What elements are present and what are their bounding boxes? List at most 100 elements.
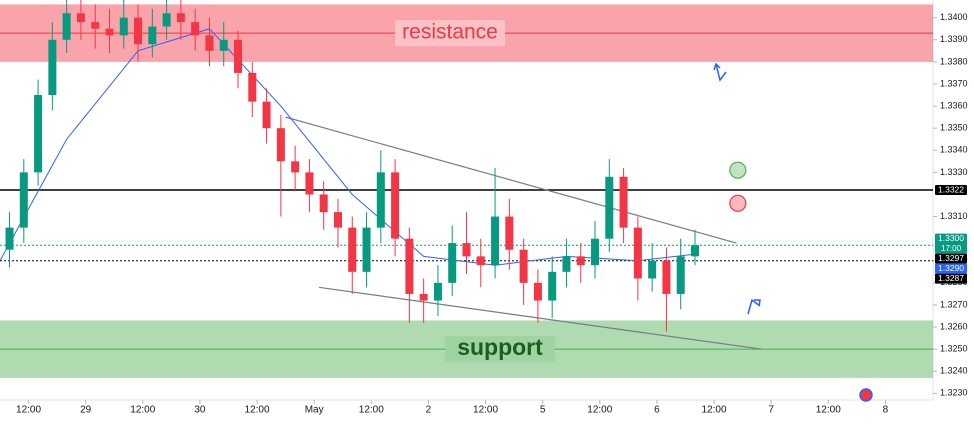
y-tick-label: 1.3380 xyxy=(940,56,968,66)
candle-body xyxy=(234,39,243,73)
candle-body xyxy=(362,227,371,272)
x-tick-label: 12:00 xyxy=(245,405,270,416)
candle-body xyxy=(219,39,228,51)
candle-body xyxy=(605,176,614,239)
x-tick-label: 12:00 xyxy=(359,405,384,416)
candle-body xyxy=(105,28,114,36)
trendline xyxy=(285,116,737,244)
candle-body xyxy=(119,17,128,36)
y-tick-label: 1.3360 xyxy=(940,100,968,110)
candle-body xyxy=(248,72,257,102)
x-tick-label: 29 xyxy=(80,405,92,416)
price-tag xyxy=(935,185,967,196)
candle-body xyxy=(462,243,471,257)
price-tag-label: 1.3300 xyxy=(938,233,964,243)
x-tick-label: 12:00 xyxy=(816,405,841,416)
x-tick-label: 12:00 xyxy=(130,405,155,416)
candle-body xyxy=(633,227,642,279)
y-tick-label: 1.3370 xyxy=(940,78,968,88)
plot: 1.32301.32401.32501.32601.32701.32801.32… xyxy=(0,0,968,416)
candle-body xyxy=(648,260,657,279)
candle-body xyxy=(205,35,214,51)
y-tick-label: 1.3350 xyxy=(940,123,968,133)
x-tick-label: 5 xyxy=(540,405,546,416)
candle-body xyxy=(519,249,528,283)
candle-body xyxy=(591,238,600,266)
x-tick-label: 12:00 xyxy=(702,405,727,416)
candle-body xyxy=(433,282,442,301)
candle-body xyxy=(76,13,85,23)
candle-body xyxy=(262,101,271,129)
candle-body xyxy=(405,238,414,294)
x-tick-label: 6 xyxy=(654,405,660,416)
trendline xyxy=(318,286,762,350)
arrow-icon xyxy=(747,298,761,315)
price-tag-label: 1.3290 xyxy=(938,263,964,273)
y-tick-label: 1.3310 xyxy=(940,211,968,221)
candle-body xyxy=(448,243,457,283)
x-tick-label: May xyxy=(305,405,324,416)
arrow-icon xyxy=(713,62,727,82)
y-tick-label: 1.3230 xyxy=(940,388,968,398)
candle-body xyxy=(476,256,485,266)
candle-body xyxy=(562,256,571,272)
x-tick-label: 12:00 xyxy=(473,405,498,416)
candle-body xyxy=(662,260,671,294)
candle-body xyxy=(276,128,285,162)
x-tick-label: 7 xyxy=(768,405,774,416)
price-tag xyxy=(935,263,967,274)
candle-body xyxy=(91,22,100,29)
x-tick-label: 8 xyxy=(883,405,889,416)
candle-body xyxy=(319,194,328,213)
candle-body xyxy=(533,282,542,301)
y-tick-label: 1.3340 xyxy=(940,145,968,155)
y-tick-label: 1.3330 xyxy=(940,167,968,177)
candle-body xyxy=(690,245,699,257)
y-tick-label: 1.3400 xyxy=(940,12,968,22)
candle-body xyxy=(162,13,171,27)
flag-icon xyxy=(859,388,873,402)
candle-body xyxy=(576,256,585,266)
zone-label: resistance xyxy=(402,21,498,44)
candle-body xyxy=(491,216,500,266)
zone-label: support xyxy=(457,334,543,360)
price-tag xyxy=(935,253,967,264)
y-tick-label: 1.3240 xyxy=(940,366,968,376)
price-tag-label: 1.3287 xyxy=(938,273,964,283)
candle-body xyxy=(376,172,385,228)
candle-body xyxy=(505,216,514,250)
y-tick-label: 1.3390 xyxy=(940,34,968,44)
candle-body xyxy=(305,172,314,195)
price-tag-label: 1.3322 xyxy=(938,184,964,194)
candle-body xyxy=(348,227,357,272)
candle-body xyxy=(34,95,43,173)
price-tag xyxy=(935,273,967,284)
candle-body xyxy=(134,17,143,45)
candle-body xyxy=(176,13,185,23)
x-tick-label: 2 xyxy=(426,405,432,416)
y-tick-label: 1.3250 xyxy=(940,344,968,354)
zone-label-bg xyxy=(395,20,505,47)
x-tick-label: 12:00 xyxy=(16,405,41,416)
signal-circle xyxy=(729,194,747,212)
price-tag-label: 1.3297 xyxy=(938,253,964,263)
price-tag xyxy=(935,233,967,254)
x-tick-label: 30 xyxy=(194,405,206,416)
signal-circle xyxy=(729,161,747,179)
candle-body xyxy=(619,176,628,228)
candle-body xyxy=(419,293,428,301)
price-tag-sublabel: 17:00 xyxy=(941,244,962,253)
candle-body xyxy=(19,172,28,228)
candle-body xyxy=(5,227,14,250)
candle-body xyxy=(548,271,557,301)
candle-body xyxy=(291,161,300,173)
x-tick-label: 12:00 xyxy=(587,405,612,416)
y-tick-label: 1.3270 xyxy=(940,299,968,309)
candle-body xyxy=(62,13,71,40)
candle-body xyxy=(191,22,200,36)
candle-body xyxy=(333,212,342,228)
candle-body xyxy=(148,26,157,45)
moving-average xyxy=(0,28,696,266)
y-tick-label: 1.3260 xyxy=(940,321,968,331)
